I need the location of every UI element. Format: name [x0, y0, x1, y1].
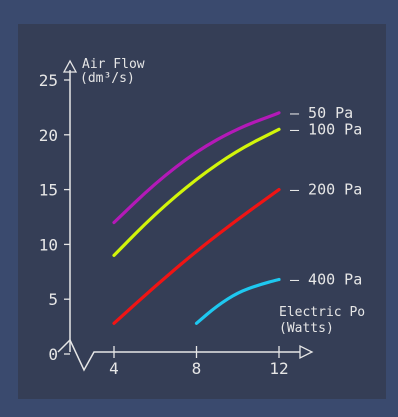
chart-panel	[18, 24, 386, 399]
y-tick-label: 20	[39, 126, 58, 145]
y-tick-label: 5	[48, 290, 58, 309]
series-line-200-pa	[112, 188, 281, 325]
x-axis-arrow-icon	[299, 344, 314, 360]
y-tick-label: 0	[48, 345, 58, 364]
x-tick-label: 12	[269, 359, 288, 378]
series-label: – 50 Pa	[290, 104, 353, 122]
series-label: – 100 Pa	[290, 120, 362, 138]
x-tick-group: 4 8 12	[109, 346, 289, 378]
series-label: – 400 Pa	[290, 270, 362, 288]
x-axis-label: Electric Po	[279, 305, 365, 320]
x-tick-label: 8	[192, 359, 202, 378]
chart-axes: 0 5 10 15 20 25 4 8 12	[39, 59, 314, 378]
y-axis-label: Air Flow	[82, 57, 145, 72]
x-tick-label: 4	[109, 359, 119, 378]
y-axis-arrow-icon	[62, 59, 78, 73]
x-axis-unit: (Watts)	[279, 321, 334, 336]
y-axis-unit: (dm³/s)	[80, 71, 135, 86]
y-tick-label: 10	[39, 235, 58, 254]
y-tick-label: 15	[39, 181, 58, 200]
series-line-400-pa	[194, 277, 281, 325]
y-tick-label: 25	[39, 71, 58, 90]
series-line-100-pa	[112, 127, 281, 257]
series-label: – 200 Pa	[290, 181, 362, 199]
x-axis-break	[57, 338, 300, 372]
series-group: – 50 Pa– 100 Pa – 200 Pa – 400 Pa	[112, 104, 362, 325]
series-line-50-pa	[112, 111, 281, 225]
y-tick-group: 0 5 10 15 20 25	[39, 71, 70, 364]
